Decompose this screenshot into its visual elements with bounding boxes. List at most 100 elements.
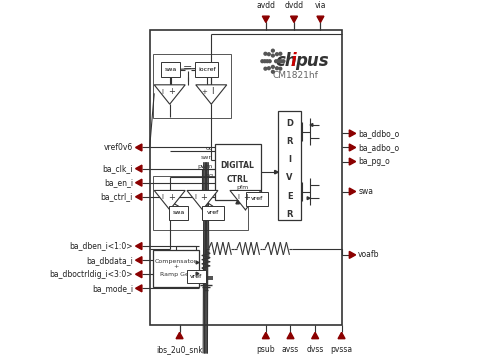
Polygon shape <box>236 200 240 204</box>
Text: R: R <box>286 137 293 146</box>
Text: pus: pus <box>295 52 328 70</box>
Polygon shape <box>230 190 261 210</box>
Text: ba_clk_i: ba_clk_i <box>102 164 133 173</box>
Bar <box>278 111 301 220</box>
Text: pwm: pwm <box>198 164 213 169</box>
Circle shape <box>272 70 274 73</box>
Bar <box>202 206 224 220</box>
Text: swa: swa <box>358 187 373 196</box>
Polygon shape <box>196 261 199 264</box>
Text: ba_dboctrldig_i<3:0>: ba_dboctrldig_i<3:0> <box>50 270 133 279</box>
Circle shape <box>279 67 282 70</box>
Circle shape <box>276 53 278 56</box>
Text: I: I <box>162 89 164 95</box>
Circle shape <box>280 60 282 62</box>
Bar <box>215 144 260 200</box>
Text: iocref: iocref <box>198 67 216 72</box>
Text: =: = <box>183 63 192 73</box>
Polygon shape <box>136 285 142 292</box>
Polygon shape <box>136 243 142 250</box>
Text: via: via <box>314 1 326 10</box>
Circle shape <box>272 54 274 57</box>
Polygon shape <box>187 190 218 210</box>
Circle shape <box>276 67 278 70</box>
Text: CM1821hf: CM1821hf <box>273 71 318 80</box>
Text: I: I <box>194 195 196 200</box>
Text: swn: swn <box>200 155 213 160</box>
Text: ba_en_i: ba_en_i <box>104 178 133 187</box>
Bar <box>246 192 268 206</box>
Polygon shape <box>262 16 270 22</box>
Text: R: R <box>286 210 293 219</box>
Polygon shape <box>136 165 142 172</box>
Text: oc: oc <box>206 146 213 151</box>
Text: DIGITAL: DIGITAL <box>220 161 254 170</box>
Polygon shape <box>136 193 142 200</box>
Text: pvssa: pvssa <box>330 345 352 354</box>
Text: swa: swa <box>164 67 176 72</box>
Text: ba_dbdata_i: ba_dbdata_i <box>86 256 133 265</box>
Polygon shape <box>350 251 356 258</box>
Text: ba_adbo_o: ba_adbo_o <box>358 143 399 152</box>
Text: i: i <box>290 52 296 70</box>
Text: avdd: avdd <box>256 1 276 10</box>
Polygon shape <box>290 16 298 22</box>
Bar <box>153 250 199 287</box>
Circle shape <box>264 67 267 70</box>
Bar <box>196 62 218 77</box>
Polygon shape <box>274 170 278 174</box>
Polygon shape <box>262 332 270 339</box>
Circle shape <box>268 53 270 56</box>
Text: voafb: voafb <box>358 250 380 260</box>
Text: vref: vref <box>251 196 263 201</box>
Polygon shape <box>307 197 310 200</box>
Circle shape <box>268 67 270 70</box>
Circle shape <box>264 60 266 62</box>
Text: +: + <box>202 89 207 95</box>
Text: ba_ctrl_i: ba_ctrl_i <box>100 192 133 201</box>
Text: swa: swa <box>172 211 185 216</box>
Text: vref: vref <box>207 211 219 216</box>
Circle shape <box>272 49 274 52</box>
Text: ba_pg_o: ba_pg_o <box>358 157 390 166</box>
Text: vref: vref <box>190 274 202 279</box>
Text: +: + <box>174 264 178 269</box>
Bar <box>161 62 180 77</box>
Text: avss: avss <box>282 345 299 354</box>
Polygon shape <box>350 130 356 137</box>
Text: D: D <box>286 119 293 128</box>
Circle shape <box>277 60 280 62</box>
Text: ch: ch <box>276 52 297 70</box>
Text: ba_dben_i<1:0>: ba_dben_i<1:0> <box>70 242 133 251</box>
Polygon shape <box>136 257 142 264</box>
Text: ibs_2u0_snk: ibs_2u0_snk <box>156 345 203 354</box>
Circle shape <box>268 60 271 62</box>
Text: I: I <box>288 155 291 164</box>
Circle shape <box>282 60 285 62</box>
Text: +: + <box>244 193 250 202</box>
Polygon shape <box>350 188 356 195</box>
Polygon shape <box>287 332 294 339</box>
Text: pg: pg <box>205 173 213 178</box>
Polygon shape <box>196 85 227 104</box>
Text: Compensator: Compensator <box>155 258 197 263</box>
Circle shape <box>272 65 274 68</box>
Polygon shape <box>312 332 318 339</box>
Bar <box>150 30 342 325</box>
Text: Ramp Gen: Ramp Gen <box>160 272 192 277</box>
Polygon shape <box>154 85 185 104</box>
Polygon shape <box>154 190 185 210</box>
Polygon shape <box>176 332 183 339</box>
Bar <box>153 176 248 230</box>
Bar <box>186 270 206 283</box>
Circle shape <box>266 60 268 62</box>
Polygon shape <box>317 16 324 22</box>
Text: +: + <box>200 193 207 202</box>
Polygon shape <box>350 144 356 151</box>
Text: V: V <box>286 174 293 182</box>
Text: E: E <box>287 191 292 201</box>
Polygon shape <box>338 332 345 339</box>
Circle shape <box>274 60 278 62</box>
Text: dvdd: dvdd <box>284 1 304 10</box>
Text: ba_mode_i: ba_mode_i <box>92 284 133 293</box>
